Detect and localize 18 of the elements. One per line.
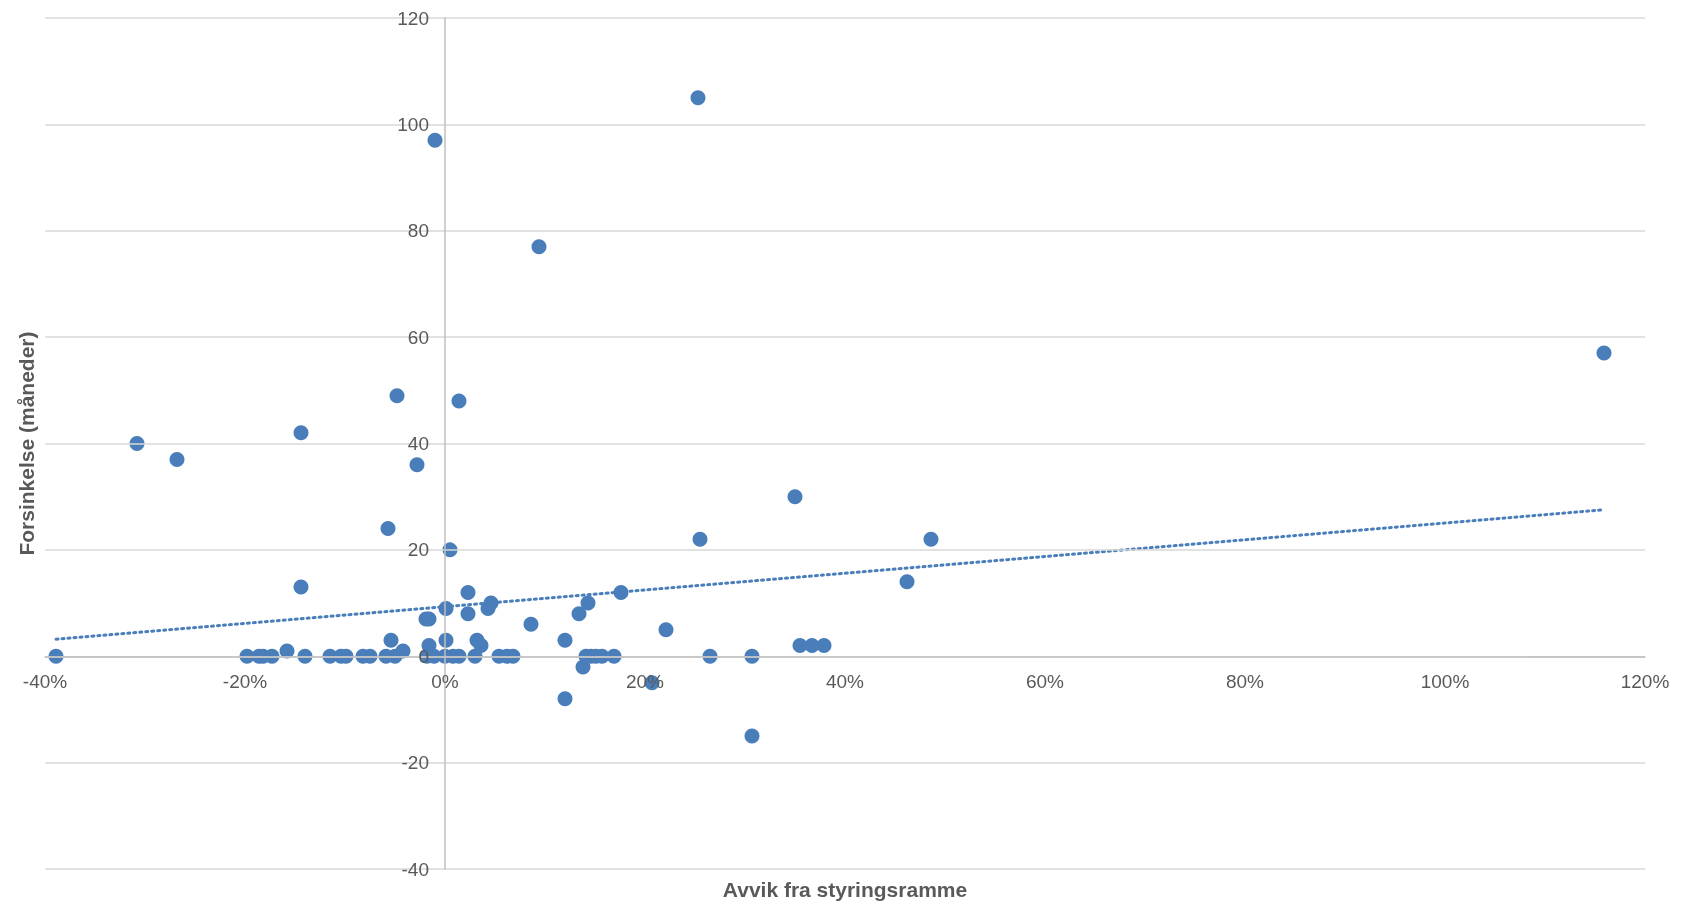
x-tick-label: 40% xyxy=(825,671,865,693)
x-tick-label: 60% xyxy=(1025,671,1065,693)
y-tick-label: 80 xyxy=(407,220,429,242)
y-tick-label: 60 xyxy=(407,326,429,348)
y-tick-label: 120 xyxy=(397,7,429,29)
x-tick-label: -20% xyxy=(222,671,268,693)
x-tick-label: -40% xyxy=(22,671,68,693)
y-tick-label: 40 xyxy=(407,433,429,454)
x-axis-title: Avvik fra styringsramme xyxy=(722,878,968,901)
y-tick-label: -20 xyxy=(401,752,429,774)
y-tick-label: -40 xyxy=(401,858,429,880)
x-tick-label: 120% xyxy=(1620,671,1670,693)
y-tick-label: 100 xyxy=(397,113,429,135)
y-axis-title: Forsinkelse (måneder) xyxy=(15,331,38,556)
x-tick-label: 0% xyxy=(431,671,459,693)
x-tick-label: 80% xyxy=(1225,671,1265,693)
x-tick-label: 100% xyxy=(1420,671,1470,693)
y-tick-label: 20 xyxy=(407,539,429,561)
